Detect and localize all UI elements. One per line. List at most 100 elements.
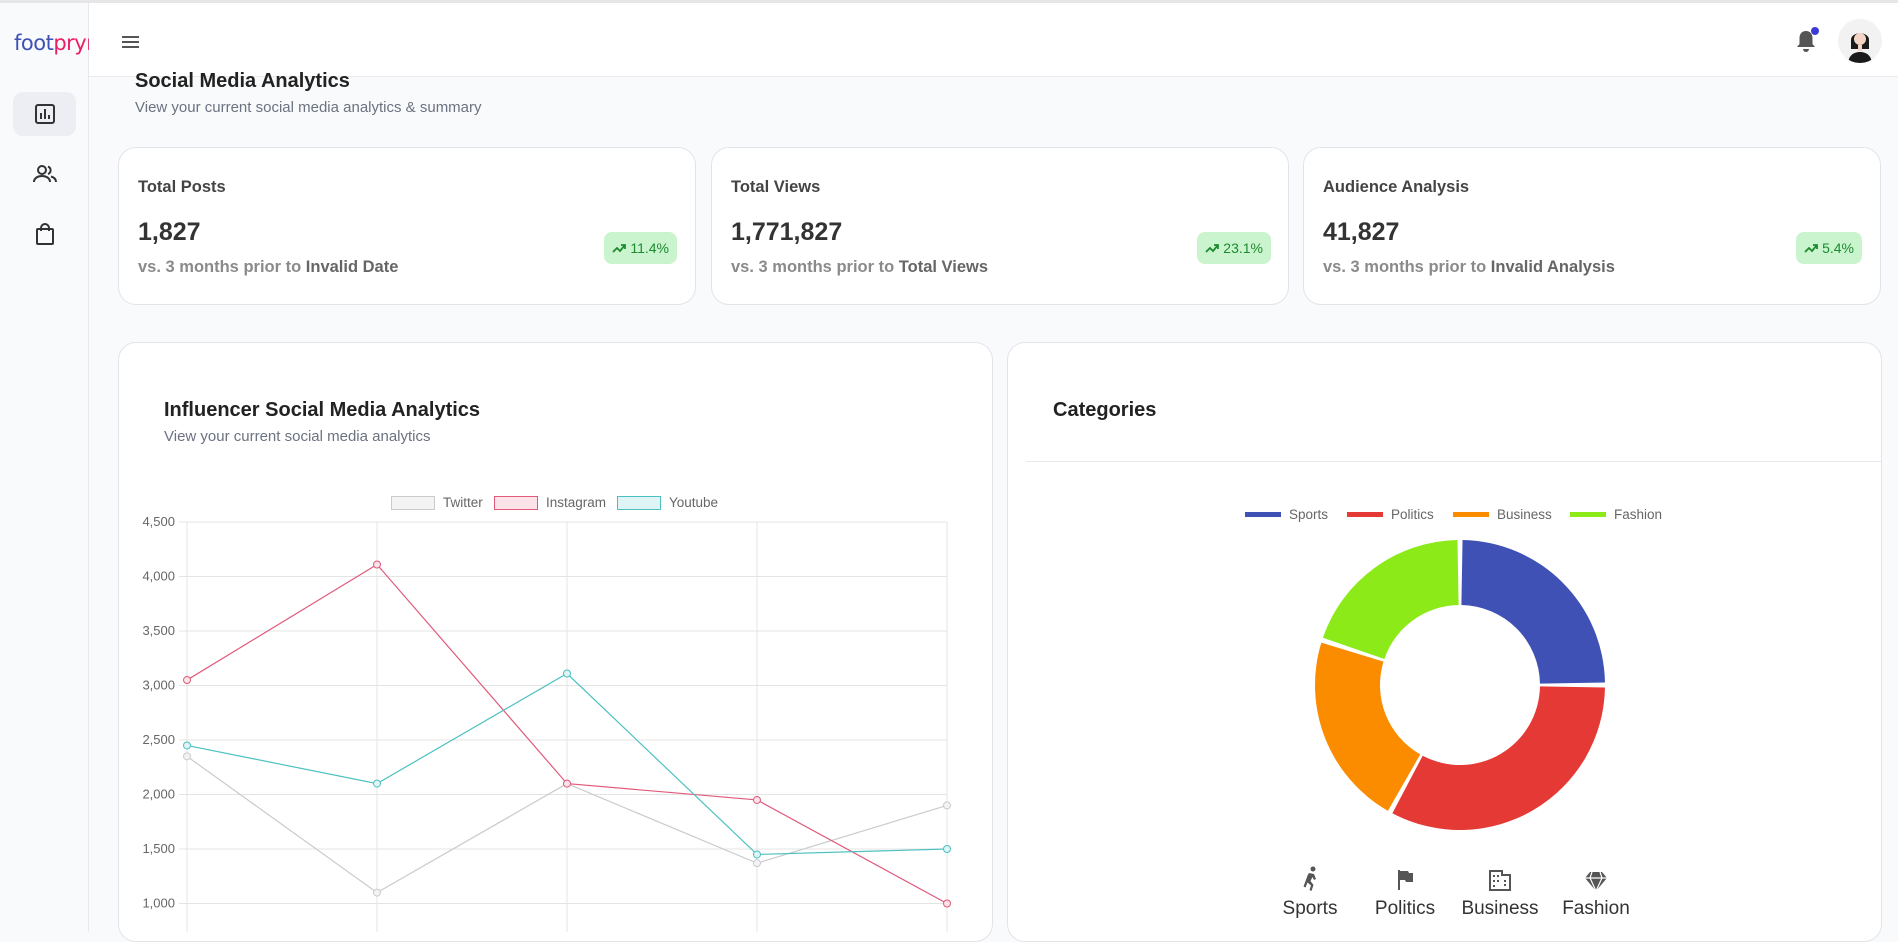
data-point-instagram bbox=[183, 676, 191, 685]
flag-icon bbox=[1398, 870, 1413, 890]
legend-label: Instagram bbox=[546, 495, 607, 510]
diamond-icon bbox=[1585, 871, 1607, 892]
trending-up-icon bbox=[1205, 244, 1220, 253]
sidebar-item-shop[interactable] bbox=[13, 212, 76, 256]
legend-item-sports[interactable]: Sports bbox=[1245, 507, 1328, 522]
stat-change-badge: 11.4% bbox=[604, 232, 677, 264]
sidebar-item-users[interactable] bbox=[13, 152, 76, 196]
line-chart: 4,500 4,000 3,500 3,000 2,500 2,000 1,500 1,000 bbox=[142, 514, 951, 932]
stat-change-badge: 5.4% bbox=[1796, 232, 1862, 264]
stat-change-value: 11.4% bbox=[630, 240, 669, 256]
shopping-bag-icon bbox=[35, 223, 54, 245]
stat-label: Total Views bbox=[731, 178, 821, 196]
stat-card-total-views: Total Views 1,771,827 vs. 3 months prior… bbox=[711, 147, 1289, 305]
y-tick-label: 2,000 bbox=[142, 787, 175, 802]
stat-comparison-prefix: vs. 3 months prior to bbox=[731, 258, 895, 276]
stat-value: 1,827 bbox=[138, 218, 201, 246]
category-fashion[interactable]: Fashion bbox=[1551, 862, 1641, 920]
data-point-instagram bbox=[563, 779, 571, 788]
hamburger-icon bbox=[122, 36, 139, 48]
category-label: Business bbox=[1461, 898, 1539, 919]
donut-slice-fashion bbox=[1322, 540, 1459, 659]
stat-comparison: vs. 3 months prior to Invalid Date bbox=[138, 258, 398, 277]
category-business[interactable]: Business bbox=[1455, 862, 1545, 920]
y-tick-label: 1,500 bbox=[142, 841, 175, 856]
brand-logo-part1: foot bbox=[14, 31, 54, 55]
legend-item-business[interactable]: Business bbox=[1453, 507, 1552, 522]
donut-slice-business bbox=[1315, 642, 1421, 811]
notification-dot bbox=[1811, 27, 1819, 35]
building-icon bbox=[1489, 870, 1511, 891]
stat-change-value: 23.1% bbox=[1223, 240, 1263, 256]
data-point-twitter bbox=[943, 801, 951, 810]
trending-up-icon bbox=[612, 244, 627, 253]
donut-slice-sports bbox=[1461, 540, 1605, 684]
top-bar bbox=[89, 3, 1898, 77]
data-point-instagram bbox=[943, 899, 951, 908]
y-tick-label: 3,500 bbox=[142, 623, 175, 638]
y-tick-label: 1,000 bbox=[142, 896, 175, 911]
legend-item-fashion[interactable]: Fashion bbox=[1570, 507, 1662, 522]
stat-comparison-target: Invalid Date bbox=[305, 258, 399, 276]
stat-label: Total Posts bbox=[138, 178, 226, 196]
category-label: Fashion bbox=[1562, 898, 1630, 919]
categories-panel-title: Categories bbox=[1053, 399, 1157, 421]
sidebar-item-analytics[interactable] bbox=[13, 92, 76, 136]
influencer-panel-title: Influencer Social Media Analytics bbox=[164, 399, 481, 421]
stat-comparison-prefix: vs. 3 months prior to bbox=[138, 258, 302, 276]
legend-label: Sports bbox=[1289, 507, 1329, 522]
category-sports[interactable]: Sports bbox=[1265, 862, 1355, 920]
categories-panel: Categories bbox=[1007, 342, 1882, 942]
influencer-panel-subtitle: View your current social media analytics bbox=[164, 428, 431, 445]
legend-item-instagram[interactable]: Instagram bbox=[494, 495, 606, 510]
stat-label: Audience Analysis bbox=[1323, 178, 1470, 196]
legend-swatch bbox=[391, 495, 435, 510]
category-politics[interactable]: Politics bbox=[1360, 862, 1450, 920]
legend-swatch bbox=[1570, 512, 1606, 517]
legend-swatch bbox=[1347, 512, 1383, 517]
data-point-youtube bbox=[753, 850, 761, 859]
legend-item-twitter[interactable]: Twitter bbox=[391, 495, 483, 510]
legend-item-politics[interactable]: Politics bbox=[1347, 507, 1434, 522]
y-tick-label: 3,000 bbox=[142, 678, 175, 693]
bar-chart-icon bbox=[34, 104, 55, 124]
data-point-twitter bbox=[373, 888, 381, 897]
legend-label: Youtube bbox=[669, 495, 719, 510]
legend-swatch bbox=[1453, 512, 1489, 517]
stat-change-value: 5.4% bbox=[1822, 240, 1854, 256]
stat-value: 1,771,827 bbox=[731, 218, 843, 246]
stat-comparison: vs. 3 months prior to Invalid Analysis bbox=[1323, 258, 1615, 277]
trending-up-icon bbox=[1804, 244, 1818, 253]
legend-label: Fashion bbox=[1614, 507, 1663, 522]
legend-item-youtube[interactable]: Youtube bbox=[617, 495, 718, 510]
data-point-instagram bbox=[753, 795, 761, 804]
page-subtitle: View your current social media analytics… bbox=[135, 99, 482, 116]
runner-icon bbox=[1303, 866, 1316, 891]
data-point-twitter bbox=[753, 859, 761, 868]
sidebar: footprynt bbox=[0, 3, 107, 932]
stat-comparison-target: Invalid Analysis bbox=[1490, 258, 1615, 276]
legend-swatch bbox=[1245, 512, 1281, 517]
category-label: Sports bbox=[1282, 898, 1338, 919]
data-point-youtube bbox=[373, 779, 381, 788]
influencer-analytics-panel: Influencer Social Media Analytics View y… bbox=[118, 342, 993, 942]
data-point-twitter bbox=[183, 752, 191, 761]
legend-label: Politics bbox=[1391, 507, 1434, 522]
data-point-youtube bbox=[563, 669, 571, 678]
panel-divider bbox=[1026, 461, 1881, 462]
y-tick-label: 4,000 bbox=[142, 569, 175, 584]
menu-button[interactable] bbox=[119, 30, 143, 54]
stat-comparison-target: Total Views bbox=[898, 258, 989, 276]
bell-icon bbox=[1797, 31, 1815, 52]
stat-change-badge: 23.1% bbox=[1197, 232, 1271, 264]
y-tick-label: 2,500 bbox=[142, 732, 175, 747]
user-avatar[interactable] bbox=[1838, 19, 1882, 63]
page-title: Social Media Analytics bbox=[135, 70, 350, 92]
stat-comparison: vs. 3 months prior to Total Views bbox=[731, 258, 988, 277]
notification-button[interactable] bbox=[1795, 27, 1821, 55]
users-icon bbox=[32, 165, 57, 183]
stat-value: 41,827 bbox=[1323, 218, 1400, 246]
avatar-icon bbox=[1838, 19, 1882, 63]
y-tick-label: 4,500 bbox=[142, 514, 175, 529]
stat-card-total-posts: Total Posts 1,827 vs. 3 months prior to … bbox=[118, 147, 696, 305]
